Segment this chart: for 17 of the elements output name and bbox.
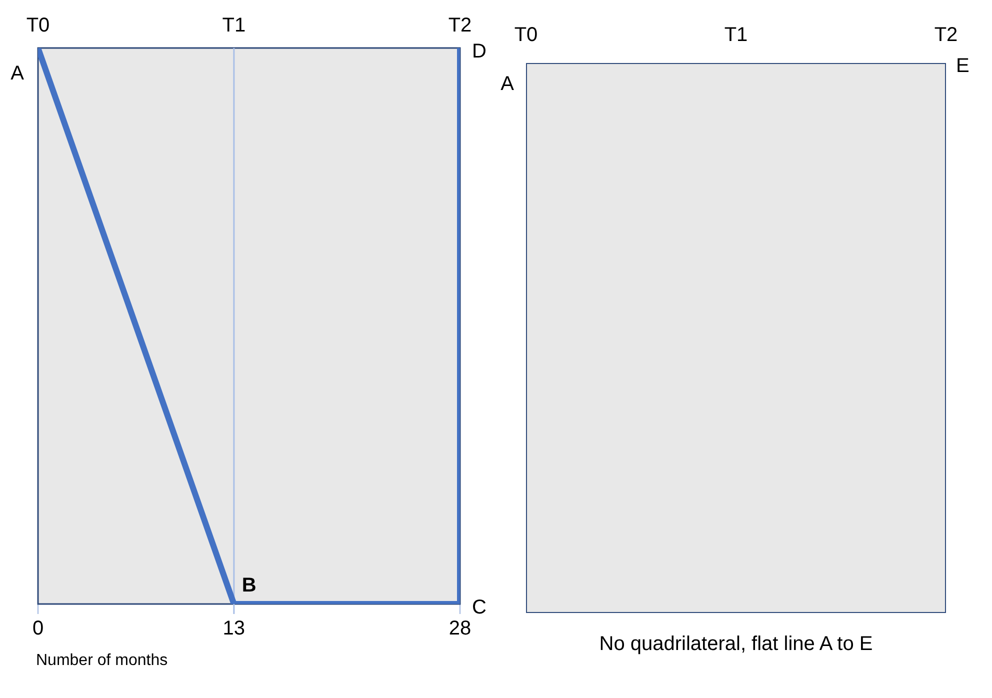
category-label: T0 — [514, 24, 538, 47]
x-axis-title: Number of months — [35, 652, 169, 670]
annotation: A — [10, 62, 25, 85]
text: No quadrilateral, flat line A to E — [598, 633, 874, 656]
annotation: T2 — [448, 14, 472, 37]
text: A — [500, 73, 514, 96]
x-tick-label: 13 — [222, 618, 246, 640]
text: E — [956, 55, 970, 78]
category-label: T1 — [724, 24, 748, 47]
annotation: C — [472, 596, 486, 619]
annotation: T1 — [222, 14, 246, 37]
annotation: B — [242, 574, 256, 597]
x-tick-label: 0 — [32, 618, 44, 640]
x-tick-label: 28 — [448, 618, 472, 640]
annotation: T0 — [26, 14, 50, 37]
category-label: T2 — [934, 24, 958, 47]
annotation: D — [472, 40, 486, 63]
